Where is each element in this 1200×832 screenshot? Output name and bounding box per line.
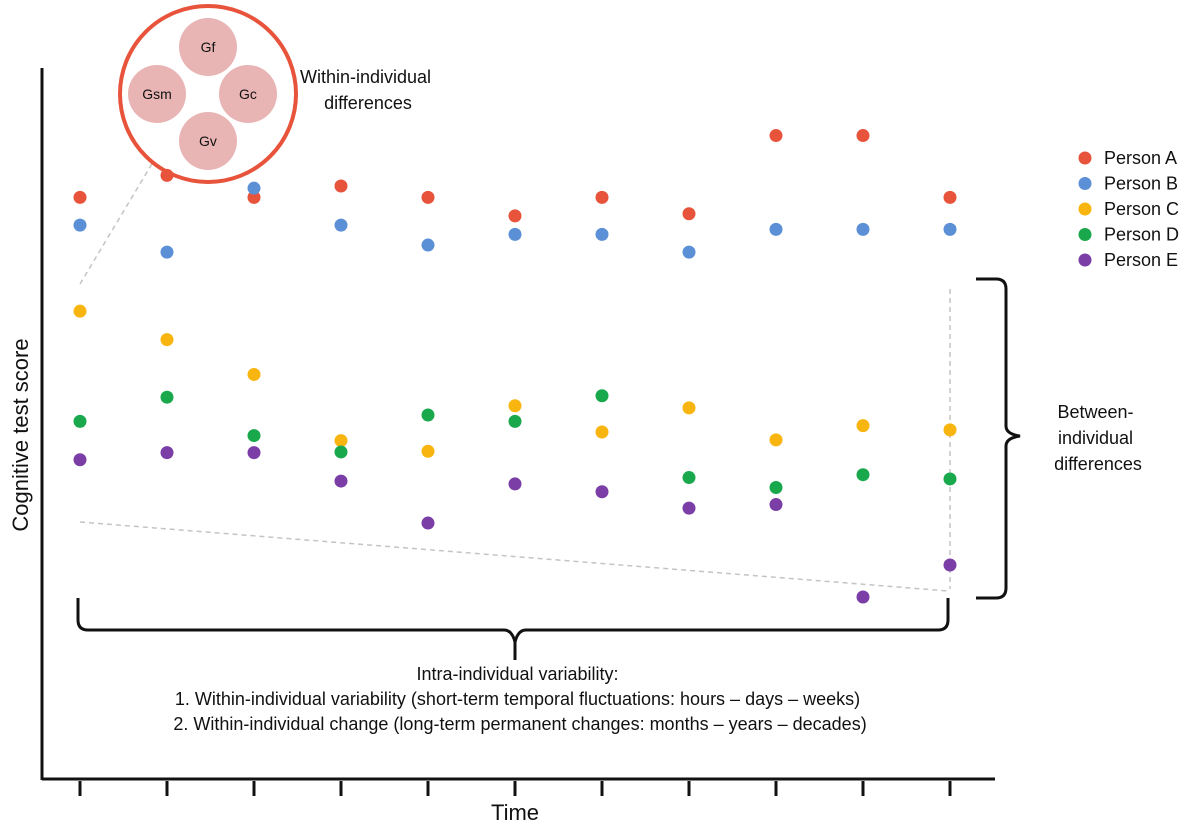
point-person-d — [334, 445, 348, 459]
point-person-d — [160, 390, 174, 404]
inset-ring — [118, 4, 298, 184]
within-individual-inset: Gf Gsm Gc Gv Within-individual differences — [118, 4, 436, 184]
legend-label-person-b: Person B — [1104, 174, 1178, 194]
inset-connector-line — [79, 146, 163, 285]
inset-label-line: differences — [324, 93, 412, 113]
point-person-c — [682, 401, 696, 415]
legend-label-person-a: Person A — [1104, 148, 1177, 168]
between-label-line: individual — [1058, 428, 1133, 448]
legend-marker-person-c — [1078, 202, 1092, 216]
point-person-e — [595, 485, 609, 499]
legend-marker-person-b — [1078, 177, 1092, 190]
legend-label-person-c: Person C — [1104, 199, 1179, 219]
point-person-e — [682, 501, 696, 515]
legend-marker-person-e — [1078, 253, 1092, 267]
ability-label-gsm: Gsm — [142, 86, 172, 102]
point-person-e — [769, 498, 783, 512]
point-person-a — [595, 190, 609, 204]
point-person-d — [943, 472, 957, 486]
point-person-c — [856, 419, 870, 433]
point-person-b — [247, 181, 261, 195]
point-person-c — [73, 304, 87, 318]
ability-circle-gsm — [128, 65, 186, 123]
x-ticks — [78, 781, 952, 796]
point-person-d — [421, 408, 435, 422]
point-person-a — [769, 129, 783, 143]
between-label-line: differences — [1054, 454, 1142, 474]
point-person-d — [595, 389, 609, 403]
between-label-line: Between- — [1057, 402, 1133, 422]
between-label: Between- individual differences — [1054, 402, 1142, 474]
point-person-c — [334, 434, 348, 448]
point-person-b — [334, 218, 348, 232]
data-points — [73, 129, 957, 604]
point-person-c — [769, 433, 783, 447]
point-person-a — [421, 190, 435, 204]
point-person-a — [682, 207, 696, 221]
x-axis-label: Time — [491, 800, 539, 825]
ability-label-gc: Gc — [239, 86, 257, 102]
point-person-d — [769, 480, 783, 494]
point-person-d — [856, 468, 870, 482]
trend-line-person-e — [79, 521, 949, 592]
point-person-b — [595, 227, 609, 241]
intra-label-line: 1. Within-individual variability (short-… — [175, 689, 860, 709]
point-person-e — [334, 474, 348, 488]
point-person-e — [160, 446, 174, 460]
legend-label-person-e: Person E — [1104, 250, 1178, 270]
intra-label-line: Intra-individual variability: — [416, 664, 618, 684]
point-person-b — [856, 222, 870, 236]
y-axis-label: Cognitive test score — [8, 338, 33, 531]
point-person-a — [73, 190, 87, 204]
point-person-e — [943, 558, 957, 572]
inset-label-line: Within-individual — [300, 67, 431, 87]
point-person-e — [247, 446, 261, 460]
point-person-e — [421, 516, 435, 530]
ability-circle-gc — [219, 65, 277, 123]
point-person-d — [682, 471, 696, 485]
point-person-e — [508, 477, 522, 491]
point-person-c — [508, 399, 522, 413]
point-person-b — [682, 245, 696, 259]
intra-label-line: 2. Within-individual change (long-term p… — [173, 714, 866, 734]
point-person-b — [508, 227, 522, 241]
point-person-b — [160, 245, 174, 259]
point-person-e — [73, 453, 87, 467]
legend-marker-person-a — [1078, 151, 1092, 165]
legend-label-person-d: Person D — [1104, 225, 1179, 245]
point-person-a — [943, 190, 957, 204]
point-person-b — [943, 222, 957, 236]
point-person-c — [247, 367, 261, 381]
legend-marker-person-d — [1078, 228, 1092, 241]
point-person-b — [73, 218, 87, 232]
point-person-a — [334, 179, 348, 193]
point-person-a — [160, 168, 174, 182]
point-person-c — [595, 425, 609, 439]
point-person-e — [856, 590, 870, 604]
point-person-a — [856, 129, 870, 143]
point-person-c — [160, 333, 174, 347]
point-person-b — [769, 222, 783, 236]
ability-label-gv: Gv — [199, 133, 217, 149]
ability-circle-gf — [179, 18, 237, 76]
inset-label: Within-individual differences — [300, 67, 436, 113]
point-person-b — [421, 238, 435, 252]
intra-label: Intra-individual variability: 1. Within-… — [173, 664, 866, 734]
point-person-d — [508, 414, 522, 428]
legend: Person A Person B Person C Person D Person E — [1078, 148, 1179, 270]
point-person-d — [73, 414, 87, 428]
point-person-c — [943, 423, 957, 437]
intra-brace — [76, 598, 950, 643]
ability-circle-gv — [179, 112, 237, 170]
point-person-a — [508, 209, 522, 223]
ability-label-gf: Gf — [201, 39, 216, 55]
point-person-c — [421, 444, 435, 458]
dashed-connectors — [79, 146, 951, 592]
point-person-d — [247, 429, 261, 443]
between-bracket — [976, 277, 1021, 600]
point-person-a — [247, 190, 261, 204]
